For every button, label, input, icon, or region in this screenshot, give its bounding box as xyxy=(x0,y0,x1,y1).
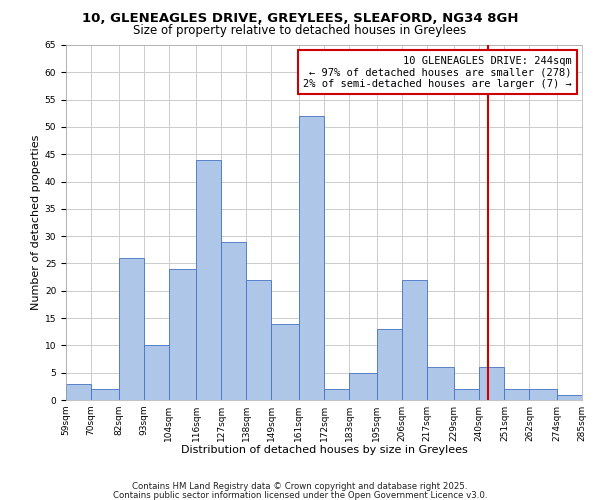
Text: Size of property relative to detached houses in Greylees: Size of property relative to detached ho… xyxy=(133,24,467,37)
Y-axis label: Number of detached properties: Number of detached properties xyxy=(31,135,41,310)
Bar xyxy=(119,258,143,400)
Bar xyxy=(196,160,221,400)
Bar xyxy=(271,324,299,400)
Bar xyxy=(299,116,324,400)
Text: 10, GLENEAGLES DRIVE, GREYLEES, SLEAFORD, NG34 8GH: 10, GLENEAGLES DRIVE, GREYLEES, SLEAFORD… xyxy=(82,12,518,26)
Bar xyxy=(529,389,557,400)
Bar xyxy=(377,329,401,400)
Bar xyxy=(247,280,271,400)
Bar xyxy=(221,242,247,400)
Bar xyxy=(479,367,505,400)
Text: Contains public sector information licensed under the Open Government Licence v3: Contains public sector information licen… xyxy=(113,490,487,500)
Text: Contains HM Land Registry data © Crown copyright and database right 2025.: Contains HM Land Registry data © Crown c… xyxy=(132,482,468,491)
X-axis label: Distribution of detached houses by size in Greylees: Distribution of detached houses by size … xyxy=(181,446,467,456)
Bar xyxy=(169,269,196,400)
Bar xyxy=(349,372,377,400)
Bar xyxy=(427,367,454,400)
Bar xyxy=(66,384,91,400)
Text: 10 GLENEAGLES DRIVE: 244sqm
← 97% of detached houses are smaller (278)
2% of sem: 10 GLENEAGLES DRIVE: 244sqm ← 97% of det… xyxy=(303,56,572,89)
Bar xyxy=(91,389,119,400)
Bar xyxy=(454,389,479,400)
Bar xyxy=(324,389,349,400)
Bar xyxy=(557,394,582,400)
Bar xyxy=(401,280,427,400)
Bar xyxy=(143,346,169,400)
Bar xyxy=(505,389,529,400)
